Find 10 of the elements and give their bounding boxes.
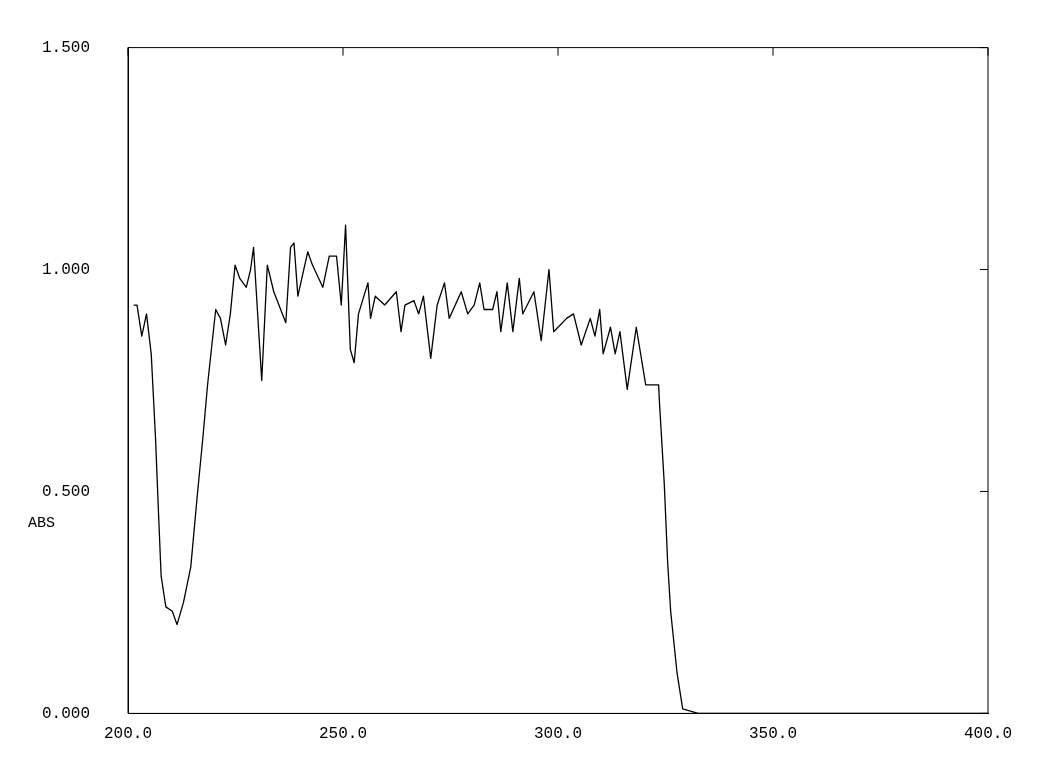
y-tick-label: 0.500 <box>41 482 91 501</box>
x-tick-label: 400.0 <box>963 725 1013 744</box>
x-tick-label: 200.0 <box>104 725 153 744</box>
x-tick-label: 300.0 <box>534 725 583 744</box>
x-tick-label: 350.0 <box>748 725 798 744</box>
y-tick-label: 1.000 <box>41 260 91 279</box>
y-axis-title: ABS <box>28 515 56 533</box>
y-tick-label: 0.000 <box>41 704 91 723</box>
y-tick-label: 1.500 <box>41 38 91 57</box>
x-tick-label: 250.0 <box>319 725 368 744</box>
